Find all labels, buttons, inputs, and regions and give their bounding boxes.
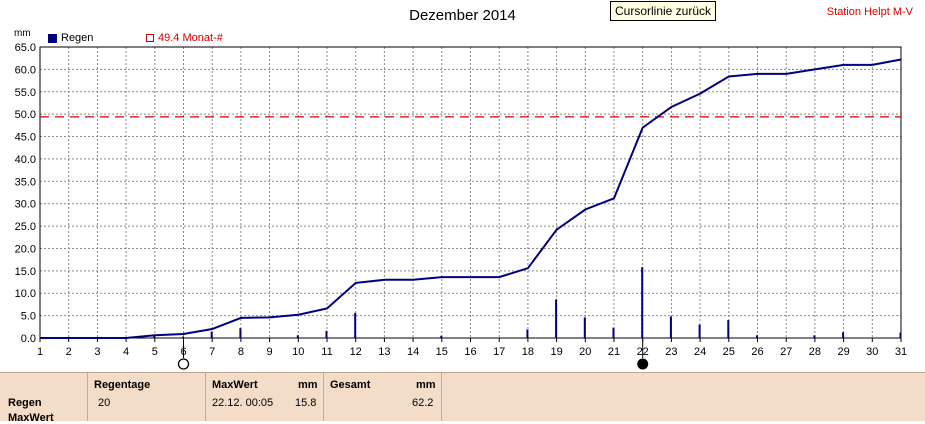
statistics-panel: Regen MaxWert Regentage 20 MaxWert mm 22… <box>0 372 925 424</box>
maxwert-unit: mm <box>298 379 318 391</box>
plot-frame <box>39 46 902 339</box>
x-tick-label: 5 <box>152 346 158 358</box>
x-tick-label: 18 <box>522 346 534 358</box>
rain-bar <box>583 317 586 338</box>
row-label-regen: Regen <box>8 397 42 409</box>
rain-bar <box>526 329 529 338</box>
gesamt-value: 62.2 <box>412 397 434 409</box>
x-tick-label: 30 <box>866 346 878 358</box>
rain-bar <box>669 316 672 338</box>
legend-rain-swatch-icon <box>48 33 57 43</box>
y-tick-label: 10.0 <box>15 288 36 300</box>
legend-rain: Regen <box>48 32 93 44</box>
cursor-line-tooltip: Cursorlinie zurück <box>610 1 717 21</box>
x-tick-label: 16 <box>464 346 476 358</box>
x-tick-label: 21 <box>608 346 620 358</box>
maxwert-header: MaxWert <box>212 379 258 391</box>
rain-bar <box>842 332 845 338</box>
rain-bar <box>325 330 328 338</box>
rain-bar <box>756 335 758 338</box>
x-tick-label: 20 <box>579 346 591 358</box>
x-tick-label: 2 <box>66 346 72 358</box>
maxwert-cell: MaxWert mm 22.12. 00:05 15.8 <box>206 373 324 421</box>
y-tick-label: 40.0 <box>15 154 36 166</box>
regentage-header: Regentage <box>94 379 151 391</box>
cumulative-rain-line <box>40 58 902 339</box>
x-tick-label: 8 <box>238 346 244 358</box>
y-tick-label: 0.0 <box>21 333 36 345</box>
rain-bar <box>153 335 156 338</box>
maxwert-value: 15.8 <box>295 397 317 409</box>
rain-bar <box>296 335 299 338</box>
regentage-value: 20 <box>98 397 111 409</box>
x-tick-label: 1 <box>37 346 43 358</box>
rain-bar <box>727 320 730 338</box>
y-tick-label: 15.0 <box>15 266 36 278</box>
x-tick-label: 31 <box>895 346 907 358</box>
legend-reference-swatch-icon <box>146 34 154 42</box>
x-tick-label: 3 <box>94 346 100 358</box>
y-tick-label: 30.0 <box>15 199 36 211</box>
rain-bar <box>899 332 902 338</box>
y-tick-label: 65.0 <box>15 42 36 54</box>
gesamt-header: Gesamt <box>330 379 371 391</box>
rain-bar <box>210 331 213 338</box>
x-tick-label: 28 <box>809 346 821 358</box>
y-tick-label: 55.0 <box>15 87 36 99</box>
y-tick-label: 25.0 <box>15 221 36 233</box>
x-tick-label: 26 <box>751 346 763 358</box>
rain-chart[interactable]: 0.0 5.0 10.0 15.0 20.0 25.0 30.0 35.0 40.0 45.0 50… <box>0 0 925 372</box>
row-label-maxwert: MaxWert <box>8 412 54 424</box>
rain-bar <box>182 336 184 338</box>
y-tick-label: 45.0 <box>15 132 36 144</box>
x-tick-label: 10 <box>292 346 304 358</box>
cursor-open-circle-icon <box>177 358 190 370</box>
rain-bar <box>239 328 242 338</box>
x-tick-label: 23 <box>665 346 677 358</box>
x-tick-label: 14 <box>407 346 419 358</box>
x-tick-label: 12 <box>350 346 362 358</box>
y-tick-label: 5.0 <box>21 311 36 323</box>
y-tick-label: 35.0 <box>15 176 36 188</box>
station-name: Station Helpt M-V <box>826 6 913 18</box>
rain-bar <box>440 335 443 338</box>
rain-bar <box>555 299 558 338</box>
y-axis-unit: mm <box>14 28 31 39</box>
chart-title: Dezember 2014 <box>409 7 516 24</box>
cursor-filled-circle-icon <box>637 358 649 370</box>
gesamt-cell: Gesamt mm 62.2 <box>324 373 442 421</box>
y-tick-label: 50.0 <box>15 109 36 121</box>
rain-bar <box>612 327 615 338</box>
rain-bar <box>698 324 701 338</box>
rain-bar <box>354 312 357 338</box>
maxwert-date: 22.12. 00:05 <box>212 397 274 409</box>
x-tick-label: 25 <box>723 346 735 358</box>
x-tick-label: 17 <box>493 346 505 358</box>
x-tick-label: 11 <box>321 346 332 358</box>
legend-reference-label: 49.4 Monat-# <box>158 32 223 44</box>
x-tick-label: 24 <box>694 346 706 358</box>
x-tick-label: 19 <box>550 346 562 358</box>
row-labels-cell: Regen MaxWert <box>0 373 88 424</box>
x-tick-label: 4 <box>123 346 129 358</box>
x-tick-label: 27 <box>780 346 792 358</box>
regentage-cell: Regentage 20 <box>88 373 206 421</box>
y-tick-label: 60.0 <box>15 64 36 76</box>
gesamt-unit: mm <box>416 379 436 391</box>
rain-bar <box>813 335 816 338</box>
x-tick-label: 9 <box>267 346 273 358</box>
legend-reference: 49.4 Monat-# <box>146 32 223 44</box>
x-tick-label: 29 <box>837 346 849 358</box>
x-tick-label: 7 <box>209 346 215 358</box>
x-tick-label: 15 <box>436 346 448 358</box>
legend-rain-label: Regen <box>61 32 94 44</box>
y-tick-label: 20.0 <box>15 243 36 255</box>
x-tick-label: 13 <box>378 346 390 358</box>
rain-bar <box>641 267 644 338</box>
